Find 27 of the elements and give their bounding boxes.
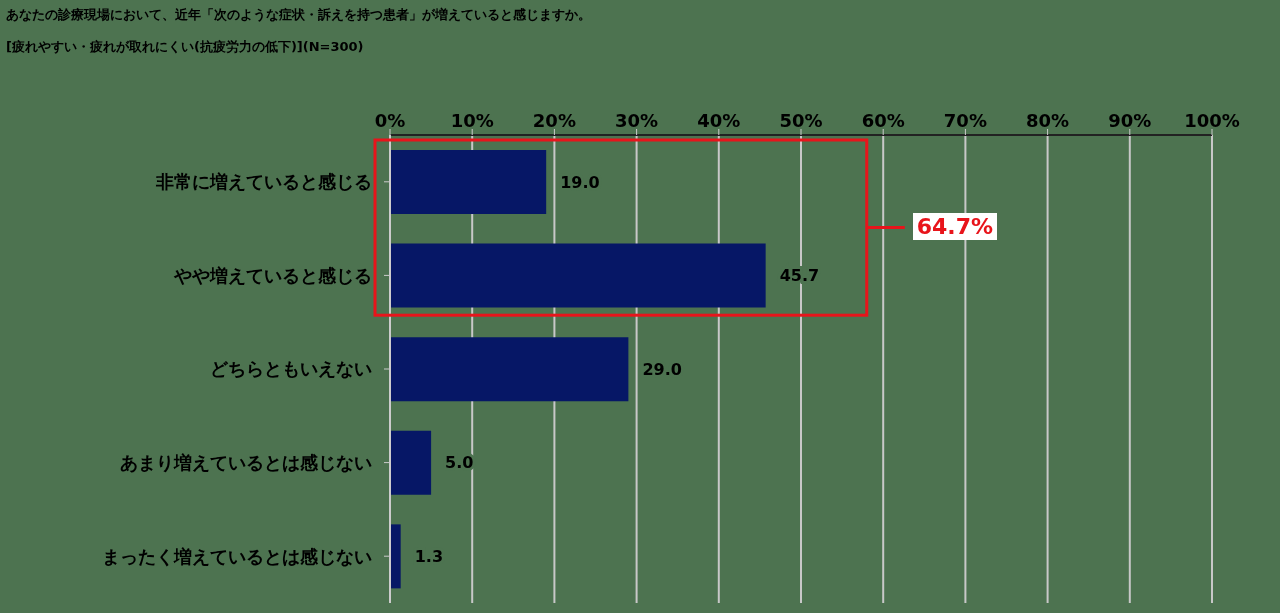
text: [疲れやすい・疲れが取れにくい(抗疲労力の低下)](N=300) <box>6 38 364 56</box>
data-label: 29.0 <box>642 359 682 379</box>
x-tick-label: 60% <box>861 110 905 131</box>
y-tick-label: あまり増えているとは感じない <box>120 451 372 473</box>
x-tick-label: 0% <box>374 110 406 131</box>
chart-title: あなたの診療現場において、近年「次のような症状・訴えを持つ患者」が増えていると感じますか。 <box>6 6 591 24</box>
y-tick-label: どちらともいえない <box>210 358 372 380</box>
y-tick-label: やや増えていると感じる <box>173 264 372 286</box>
x-tick-label: 70% <box>943 110 987 131</box>
x-tick-label: 20% <box>532 110 576 131</box>
bar <box>390 243 766 308</box>
y-tick-label: 非常に増えていると感じる <box>155 171 372 193</box>
x-tick-label: 80% <box>1026 110 1070 131</box>
x-tick-label: 90% <box>1108 110 1152 131</box>
x-tick-label: 10% <box>450 110 494 131</box>
bar <box>390 149 547 214</box>
y-tick-label: まったく増えているとは感じない <box>102 545 372 567</box>
x-tick-label: 30% <box>615 110 659 131</box>
annotation: 64.7% <box>912 212 998 240</box>
x-tick-label: 100% <box>1184 110 1240 131</box>
data-label: 1.3 <box>414 547 444 567</box>
bar <box>390 337 629 402</box>
data-label: 19.0 <box>560 172 600 192</box>
bar <box>390 524 401 589</box>
x-tick-label: 40% <box>697 110 741 131</box>
bar <box>390 430 432 495</box>
x-tick-label: 50% <box>779 110 823 131</box>
